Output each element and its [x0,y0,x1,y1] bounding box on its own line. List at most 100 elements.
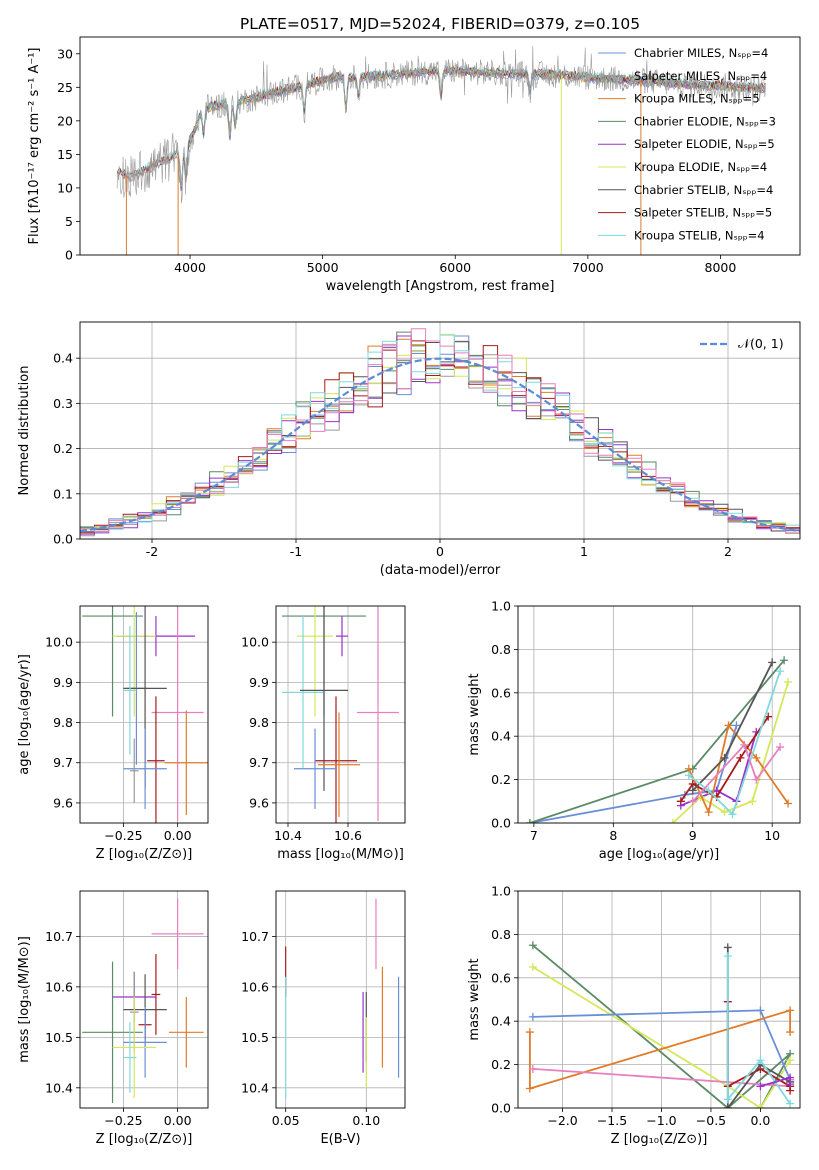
y-tick-label: 10.4 [241,1080,269,1095]
mass-weight-marker [756,1082,765,1091]
errorbar-point [123,626,137,755]
x-tick-label: −0.25 [104,1113,142,1128]
x-tick-label: -1 [290,544,302,559]
y-axis-label: Flux [fλ10⁻¹⁷ erg cm⁻² s⁻¹ A⁻¹] [27,48,42,245]
mass-weight-marker [724,721,733,730]
y-axis-label: Normed distribution [17,366,32,496]
errorbar-point [300,606,348,791]
y-tick-label: 0.0 [491,1101,511,1116]
plot-area [82,898,204,1103]
mass-weight-marker [728,810,737,819]
y-tick-label: 15 [57,147,73,162]
errorbar-point [151,898,204,970]
mass-weight-marker [748,797,757,806]
mass-weight-marker [752,775,761,784]
x-tick-label: 1 [580,544,588,559]
errorbar-point [123,1007,167,1078]
plot-area [525,656,793,823]
legend-entry: Kroupa STELIB, Nₛₚₚ=4 [634,228,765,242]
mass-weight-marker [786,1099,795,1108]
errorbar-point [147,696,165,823]
plot-area [116,45,766,255]
y-tick-label: 10.5 [241,1030,269,1045]
figure-title: PLATE=0517, MJD=52024, FIBERID=0379, z=0… [240,15,640,33]
plot-area [285,898,400,1098]
x-tick-label: −1.0 [646,1113,676,1128]
y-tick-label: 0.8 [491,927,511,942]
mass-weight-marker [756,1104,765,1108]
mass-weight-marker [732,721,741,730]
y-tick-label: 0.0 [53,532,73,547]
y-tick-label: 10.6 [45,979,73,994]
mass-weight-marker [786,1006,795,1015]
y-tick-label: 0.4 [53,351,73,366]
plot-frame [79,890,209,1109]
mass-weight-marker [786,1056,795,1065]
legend-entry: Chabrier ELODIE, Nₛₚₚ=3 [634,114,776,128]
plot-frame [275,605,406,824]
weight-vs-metallicity-panel: −2.0 −1.5 −1.0 −0.5 0.0 0.0 0.2 0.4 0.6 0.8 1.0 Z [… [467,884,801,1147]
errorbar-point [164,710,208,815]
plot-frame [517,605,801,824]
y-tick-label: 0.2 [53,441,73,456]
legend-entry: Salpeter STELIB, Nₛₚₚ=5 [634,206,772,220]
y-tick-label: 0.2 [491,1057,511,1072]
mass-weight-marker [712,792,721,801]
y-tick-label: 9.6 [53,795,73,810]
mass-weight-series [529,725,738,823]
mass-weight-marker [688,797,697,806]
mass-weight-series [532,966,791,1108]
x-tick-label: 0.00 [164,828,192,843]
legend-entry: Chabrier STELIB, Nₛₚₚ=4 [634,183,773,197]
x-tick-label: −1.5 [597,1113,627,1128]
plot-area [525,941,795,1108]
x-tick-label: 9 [689,828,697,843]
x-tick-label: 0.0 [750,1113,770,1128]
plot-frame [517,890,801,1109]
residual-histogram-pink [80,328,800,534]
mass-weight-marker [528,1012,537,1021]
errorbar-point [129,738,139,803]
mass-weight-marker [756,1006,765,1015]
y-tick-label: 5 [65,214,73,229]
mass-weight-marker [525,1084,534,1093]
y-tick-label: 0.3 [53,396,73,411]
mass-weight-marker [720,808,729,817]
mass-weight-marker [723,952,732,961]
y-tick-label: 1.0 [491,599,511,614]
x-tick-label: 7000 [572,260,604,275]
x-tick-label: 10.6 [334,828,362,843]
plot-frame [79,605,209,824]
y-tick-label: 9.6 [249,795,269,810]
x-tick-label: −0.25 [104,828,142,843]
plot-area [82,606,208,823]
y-axis-label: age [log₁₀(age/yr)] [17,654,32,775]
mass-weight-marker [528,1064,537,1073]
mass-weight-marker [723,1104,732,1108]
mass-vs-metallicity-panel: −0.25 0.00 10.4 10.5 10.6 10.7 Z [log₁₀(Z/Z⊙)]… [17,890,209,1147]
y-axis-label: mass [log₁₀(M/M⊙)] [17,936,32,1063]
mass-weight-marker [525,1028,534,1037]
y-tick-label: 10 [57,180,73,195]
y-tick-label: 0.0 [491,816,511,831]
age-vs-metallicity-panel: −0.25 0.00 9.6 9.7 9.8 9.9 10.0 Z [log₁₀(Z/Z⊙)]… [17,605,209,862]
mass-weight-marker [723,943,732,952]
errorbar-point [112,606,156,717]
x-tick-label: 6000 [439,260,471,275]
errorbar-point [151,954,161,1035]
mass-weight-marker [776,667,785,676]
y-tick-label: 9.9 [249,675,269,690]
x-tick-label: 10 [764,828,780,843]
mass-weight-marker [723,1095,732,1104]
mass-weight-marker [768,658,777,667]
plot-area [80,328,800,537]
errorbar-point [82,961,143,1103]
y-tick-label: 0.6 [491,970,511,985]
plot-frame [79,321,801,540]
y-tick-label: 9.8 [53,715,73,730]
x-tick-label: 8000 [705,260,737,275]
y-tick-label: 0 [65,248,73,263]
spectrum-panel: 4000 5000 6000 7000 8000 0 5 10 15 20 25 30 waveleng… [27,36,801,294]
y-tick-label: 0.4 [491,729,511,744]
